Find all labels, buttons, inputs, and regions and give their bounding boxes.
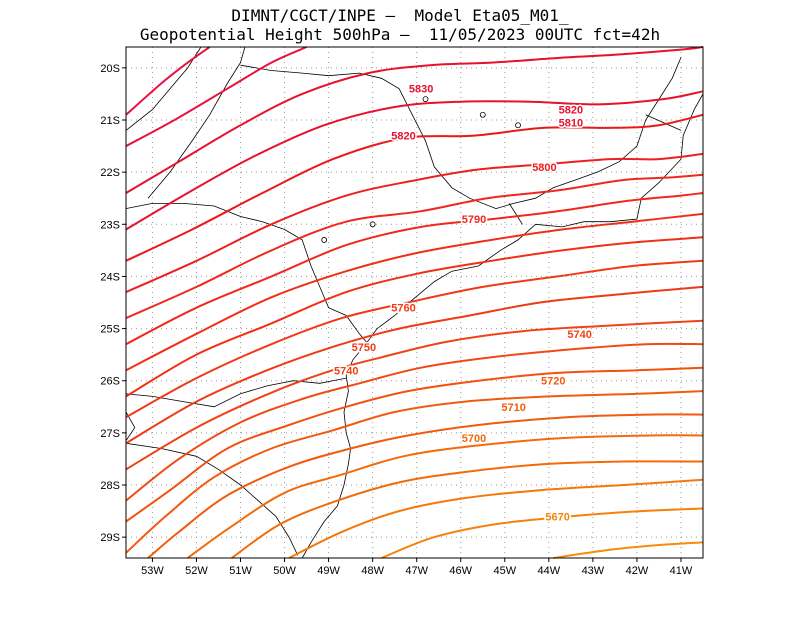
contour-line [125,319,704,471]
tick-label-lat: 29S [100,532,120,544]
contour-label: 5820 [559,105,583,117]
coastline-segment [147,46,246,199]
tick-label-lon: 42W [626,565,649,577]
contour-label: 5710 [501,402,525,414]
contour-label: 5740 [567,329,591,341]
coastline-segment [125,411,136,441]
tick-label-lat: 21S [100,115,120,127]
contour-label: 5670 [545,511,569,523]
contour-labels: 5830582058205810580057905760575057405740… [332,82,593,525]
coastline-segment [301,93,704,559]
tick-label-lon: 49W [317,565,340,577]
lake-outline [369,221,376,228]
coastline-segment [508,203,523,225]
lake-outline [422,96,429,103]
contour-line [381,507,704,559]
contour-line [147,413,704,559]
tick-label-lat: 26S [100,376,120,388]
coastline-segment [645,114,682,131]
lake-outline [321,237,328,243]
tick-label-lat: 28S [100,480,120,492]
coastline [125,46,704,559]
contour-line [125,236,704,398]
contour-line [125,390,704,554]
contour-line [125,46,211,116]
map-frame [125,46,704,559]
contour-line [125,259,704,419]
contour-line [125,192,704,346]
lake-outline [479,111,486,118]
contour-label: 5740 [334,365,358,377]
axis-ticks: 53W 52W 51W 50W 49W 48W 47W 46W 45W 44W 43W 42W 41W 2… [100,63,692,577]
contour-line [288,478,704,559]
coastline-segment [125,377,347,408]
lake-outline [515,122,521,129]
contour-line [553,541,704,559]
contour-label: 5700 [462,433,486,445]
coastline-segment [125,442,299,556]
contour-lines [125,46,704,559]
contour-line [125,285,704,445]
contour-label: 5810 [559,118,583,130]
map-gridlines [126,47,703,558]
contour-label: 5760 [391,303,415,315]
tick-label-lat: 24S [100,271,120,283]
contour-line [125,46,704,194]
coastline-segment [240,57,682,210]
tick-label-lon: 43W [582,565,605,577]
contour-line [125,212,704,372]
tick-label-lon: 48W [361,565,384,577]
contour-line [125,366,704,523]
contour-label: 5830 [409,84,433,96]
contour-label: 5820 [391,131,415,143]
contour-line [187,434,704,559]
tick-label-lon: 45W [493,565,516,577]
contour-label: 5800 [532,162,556,174]
tick-label-lon: 51W [229,565,252,577]
contour-line [125,46,308,147]
tick-label-lat: 23S [100,219,120,231]
map-title-line-2: Geopotential Height 500hPa – 11/05/2023 … [139,25,661,44]
contour-line [125,342,704,502]
tick-label-lon: 53W [141,565,164,577]
coastline-segment [125,203,369,345]
tick-label-lon: 50W [273,565,296,577]
tick-label-lon: 47W [405,565,428,577]
contour-line [125,152,704,294]
contour-label: 5750 [352,342,376,354]
contour-line [231,460,704,559]
coastline-segment [125,46,202,131]
contour-label: 5790 [462,214,486,226]
tick-label-lat: 20S [100,63,120,75]
map-title-line-1: DIMNT/CGCT/INPE – Model Eta05_M01_ [231,6,569,25]
contour-line [125,113,704,262]
tick-label-lon: 41W [670,565,693,577]
tick-label-lon: 52W [185,565,208,577]
tick-label-lat: 25S [100,324,120,336]
contour-line [125,90,704,231]
contour-label: 5720 [541,376,565,388]
tick-label-lat: 27S [100,428,120,440]
tick-label-lon: 46W [449,565,472,577]
tick-label-lat: 22S [100,167,120,179]
tick-label-lon: 44W [538,565,561,577]
contour-line [125,173,704,320]
